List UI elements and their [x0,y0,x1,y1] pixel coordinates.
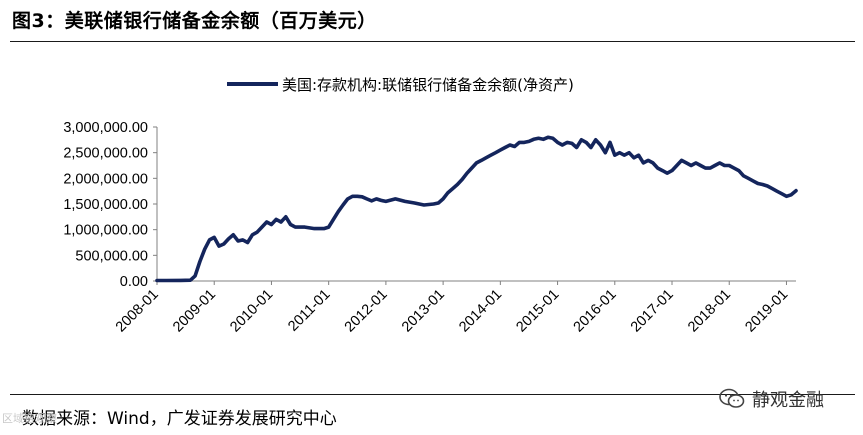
x-tick-label: 2014-01 [456,287,505,336]
legend: 美国:存款机构:联储银行储备金余额(净资产) [227,76,574,94]
y-tick-label: 500,000.00 [75,248,148,264]
line-chart: 美国:存款机构:联储银行储备金余额(净资产) 3,000,000.00 2,500… [63,76,798,336]
y-tick-label: 1,000,000.00 [63,223,148,239]
source-note: 数据来源：Wind，广发证券发展研究中心 [22,409,337,429]
x-tick-label: 2010-01 [227,287,276,336]
x-tick-label: 2013-01 [399,287,448,336]
bottom-rule [10,394,855,395]
x-tick-label: 2016-01 [571,287,620,336]
figure-title: 图3：美联储银行储备金余额（百万美元） [12,10,377,32]
y-tick-label: 1,500,000.00 [63,197,148,213]
x-tick-label: 2008-01 [113,287,162,336]
x-tick-label: 2009-01 [170,287,219,336]
x-tick-label: 2019-01 [742,287,791,336]
x-tick-label: 2018-01 [685,287,734,336]
wechat-icon [719,388,745,408]
axes [153,126,796,285]
y-tick-label: 3,000,000.00 [63,120,148,136]
watermark-brand: 静观金融 [752,390,824,411]
y-tick-label: 0.00 [120,274,148,290]
y-tick-label: 2,500,000.00 [63,146,148,162]
x-tick-label: 2012-01 [342,287,391,336]
y-tick-label: 2,000,000.00 [63,171,148,187]
x-tick-label: 2011-01 [285,287,333,335]
x-tick-label: 2017-01 [628,287,677,336]
x-tick-labels: 2008-01 2009-01 2010-01 2011-01 2012-01 2013-… [113,287,791,336]
watermark-text: 区域链观察 [2,412,57,425]
y-tick-labels: 3,000,000.00 2,500,000.00 2,000,000.00 1,50… [63,120,148,290]
series-line [155,135,798,283]
legend-label: 美国:存款机构:联储银行储备金余额(净资产) [282,76,574,94]
x-tick-label: 2015-01 [513,287,562,336]
watermark-logo: 静观金融 [718,384,824,414]
top-rule [10,41,855,42]
